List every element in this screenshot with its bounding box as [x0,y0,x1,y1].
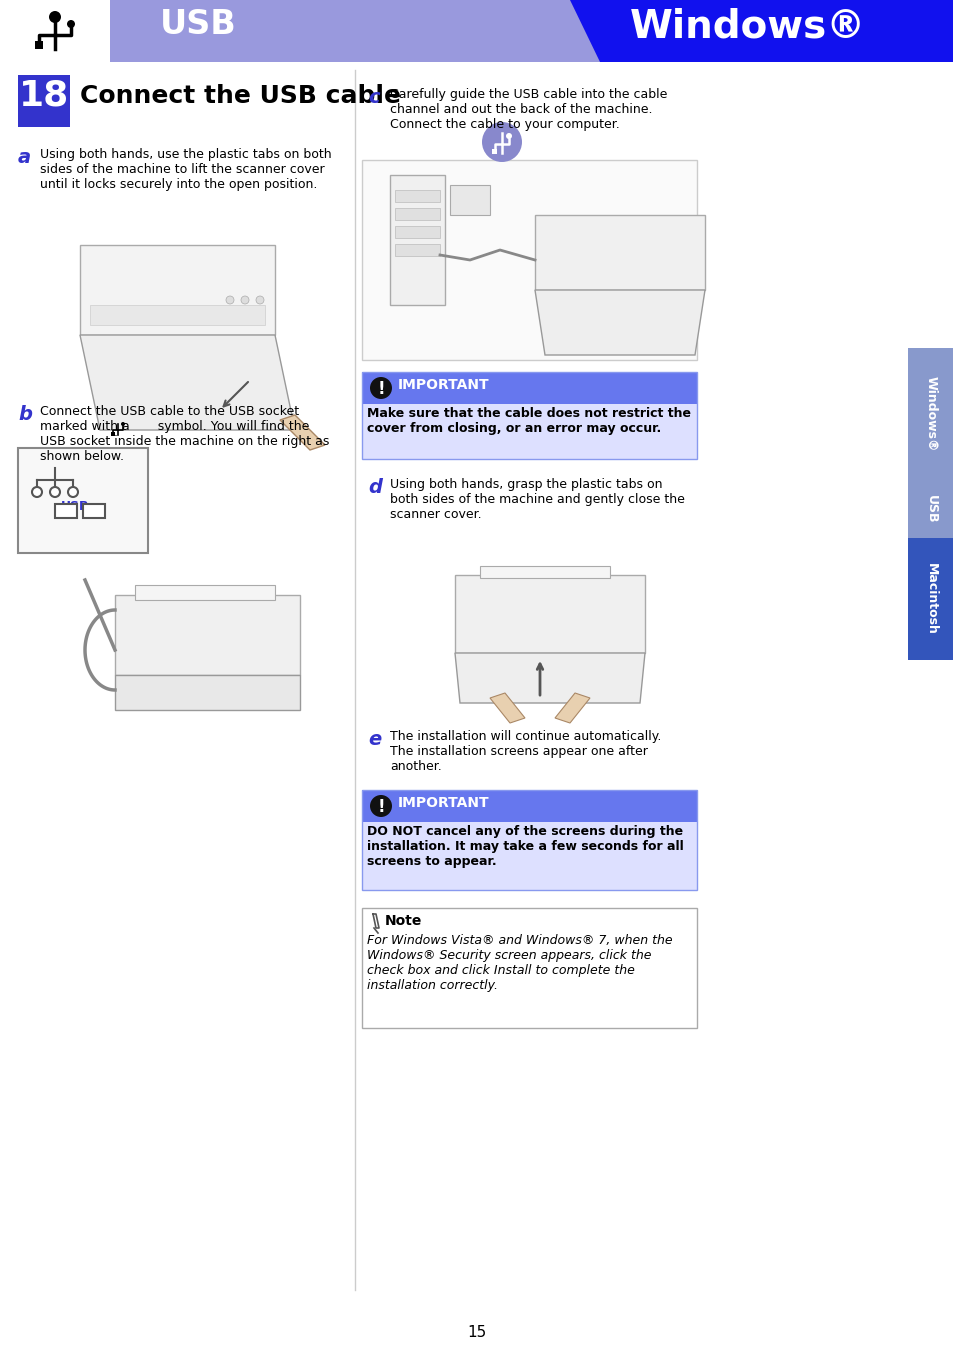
Bar [135,585,274,599]
Circle shape [241,296,249,304]
Bar [479,566,609,578]
Circle shape [49,11,61,23]
Text: IMPORTANT: IMPORTANT [397,378,489,392]
Bar [361,161,697,360]
Text: Note: Note [385,914,422,927]
Bar [361,822,697,890]
Text: Using both hands, use the plastic tabs on both
sides of the machine to lift the : Using both hands, use the plastic tabs o… [40,148,332,190]
Text: a: a [18,148,31,167]
Bar [564,0,953,62]
Bar [395,244,439,256]
Bar [455,575,644,653]
Polygon shape [455,653,644,703]
Text: The installation will continue automatically.
The installation screens appear on: The installation will continue automatic… [390,730,660,774]
Bar [907,348,953,481]
Bar [0,0,110,62]
Circle shape [370,795,392,817]
Text: Windows®: Windows® [629,8,865,46]
Text: For Windows Vista® and Windows® 7, when the
Windows® Security screen appears, cl: For Windows Vista® and Windows® 7, when … [367,934,672,992]
Bar [395,225,439,238]
Circle shape [255,296,264,304]
Bar [361,790,697,890]
Circle shape [121,423,125,427]
Bar [535,215,704,290]
Bar [907,539,953,660]
Polygon shape [490,693,524,724]
Text: Connect the USB cable to the USB socket
marked with a       symbol. You will fin: Connect the USB cable to the USB socket … [40,405,329,463]
Text: !: ! [376,379,384,398]
Circle shape [226,296,233,304]
Bar [361,373,697,404]
Text: Make sure that the cable does not restrict the
cover from closing, or an error m: Make sure that the cable does not restri… [367,406,690,435]
Polygon shape [110,0,599,62]
Text: USB: USB [61,500,90,513]
Text: c: c [368,88,379,107]
Circle shape [481,122,521,162]
Text: e: e [368,730,381,749]
Bar [450,185,490,215]
Text: USB: USB [160,8,236,40]
Text: Macintosh: Macintosh [923,563,937,634]
Circle shape [68,487,78,497]
Bar [390,176,444,305]
Circle shape [370,377,392,400]
Bar [83,504,105,518]
Bar [395,190,439,202]
Bar [90,305,265,325]
Text: Windows®: Windows® [923,377,937,452]
Bar [361,790,697,822]
Text: DO NOT cancel any of the screens during the
installation. It may take a few seco: DO NOT cancel any of the screens during … [367,825,683,868]
Text: b: b [18,405,32,424]
Polygon shape [280,414,325,450]
Circle shape [50,487,60,497]
Polygon shape [80,335,294,431]
Bar [115,675,299,710]
Circle shape [67,20,75,28]
Bar [35,40,43,49]
Text: USB: USB [923,494,937,524]
Text: Carefully guide the USB cable into the cable
channel and out the back of the mac: Carefully guide the USB cable into the c… [390,88,667,131]
Bar [18,448,148,554]
Circle shape [32,487,42,497]
Text: 15: 15 [467,1324,486,1341]
Bar [395,208,439,220]
Bar [361,404,697,459]
Text: 18: 18 [19,78,69,112]
Bar [492,148,497,154]
Text: Connect the USB cable: Connect the USB cable [80,84,400,108]
Bar [80,244,274,335]
Text: Using both hands, grasp the plastic tabs on
both sides of the machine and gently: Using both hands, grasp the plastic tabs… [390,478,684,521]
Text: !: ! [376,798,384,815]
Polygon shape [535,290,704,355]
Bar [115,595,299,675]
Bar [361,909,697,1027]
Bar [111,432,115,436]
Text: d: d [368,478,381,497]
Bar [907,481,953,539]
Bar [18,76,70,127]
Bar [55,504,77,518]
Polygon shape [555,693,589,724]
Text: IMPORTANT: IMPORTANT [397,796,489,810]
Circle shape [505,134,512,139]
Bar [361,373,697,459]
